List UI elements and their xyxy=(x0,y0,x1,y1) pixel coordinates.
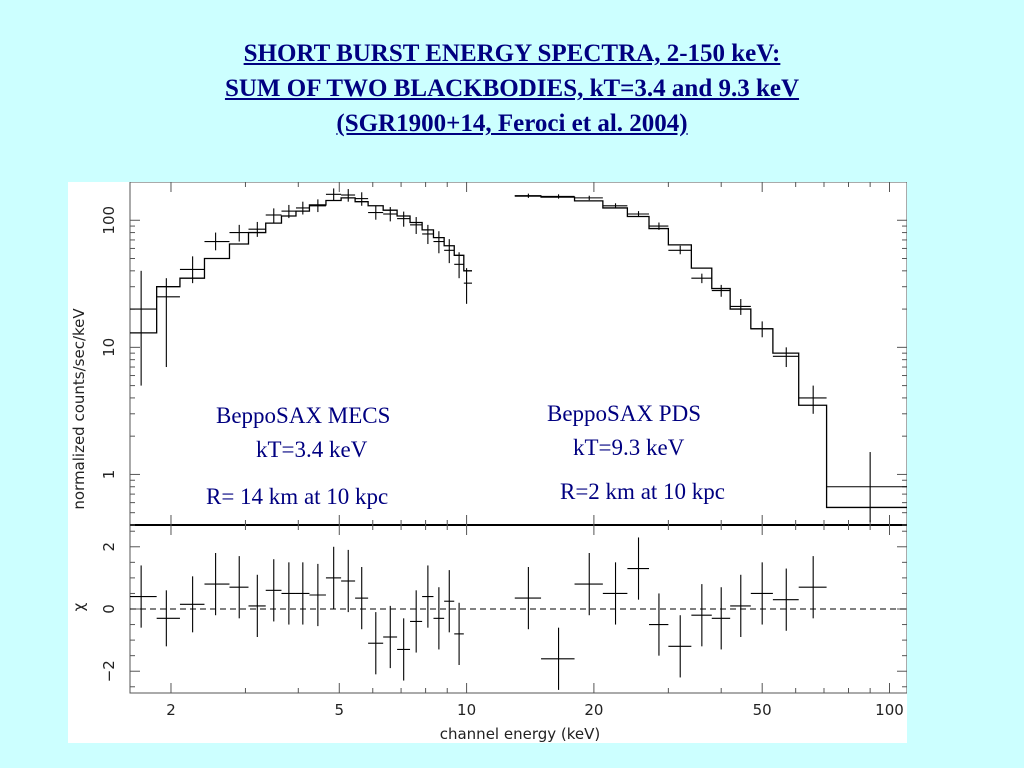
pds-instrument-label: BeppoSAX PDS xyxy=(547,401,702,426)
data-point xyxy=(574,195,603,201)
residual-point xyxy=(281,562,296,625)
residual-point xyxy=(309,563,326,627)
data-point xyxy=(627,211,650,218)
residual-point xyxy=(668,615,692,678)
mecs-radius-label: R= 14 km at 10 kpc xyxy=(206,484,389,509)
data-point xyxy=(341,189,356,202)
residual-point xyxy=(627,537,650,600)
data-point xyxy=(463,268,473,304)
y-tick-label-top: 1 xyxy=(100,470,118,480)
x-tick-label: 10 xyxy=(457,701,476,719)
residual-point xyxy=(649,593,669,656)
data-point xyxy=(668,245,692,255)
residual-point xyxy=(691,584,712,647)
residual-point xyxy=(410,590,423,653)
y-tick-label-bottom: 2 xyxy=(100,542,118,552)
data-point xyxy=(355,192,369,206)
y-tick-label-top: 10 xyxy=(100,338,118,357)
residual-point xyxy=(156,590,180,647)
x-tick-label: 5 xyxy=(335,701,345,719)
data-point xyxy=(649,222,669,230)
residual-point xyxy=(325,546,342,609)
data-point xyxy=(130,270,157,386)
data-point xyxy=(826,452,907,523)
data-point xyxy=(248,221,266,237)
data-point xyxy=(179,256,205,284)
y-tick-label-bottom: 0 xyxy=(100,604,118,614)
residual-point xyxy=(248,574,266,637)
data-point xyxy=(397,211,411,227)
residual-point xyxy=(433,587,445,650)
residual-point xyxy=(355,567,369,630)
residual-point xyxy=(179,576,205,633)
data-point xyxy=(730,299,751,315)
y-axis-label-bottom: χ xyxy=(70,602,88,611)
residual-point xyxy=(397,618,411,681)
residual-point xyxy=(750,562,773,625)
x-tick-label: 50 xyxy=(753,701,772,719)
model-step-curve xyxy=(130,195,907,509)
x-tick-label: 100 xyxy=(875,701,904,719)
data-point xyxy=(295,201,310,215)
residual-point xyxy=(730,574,751,637)
y-axis-label-top: normalized counts/sec/keV xyxy=(70,308,88,510)
data-point xyxy=(711,284,731,297)
y-tick-label-top: 100 xyxy=(100,206,118,235)
y-tick-label-bottom: −2 xyxy=(100,660,118,682)
residual-point xyxy=(295,562,310,625)
residual-point xyxy=(265,559,282,622)
residual-point xyxy=(422,565,434,628)
data-point xyxy=(204,232,230,251)
data-point xyxy=(772,347,799,368)
residual-point xyxy=(204,553,230,616)
residual-point xyxy=(130,565,157,628)
residual-point xyxy=(368,612,384,675)
x-axis-label: channel energy (keV) xyxy=(440,725,601,743)
residual-point xyxy=(514,567,542,630)
data-point xyxy=(368,205,384,220)
residual-point xyxy=(454,602,464,665)
plot-panel: 2 5 10 20 50 100 1 10 100 −2 0 2 normalized counts/… xyxy=(68,182,907,743)
data-point xyxy=(156,278,180,368)
pds-radius-label: R=2 km at 10 kpc xyxy=(560,479,726,504)
residual-point xyxy=(798,556,827,619)
mecs-instrument-label: BeppoSAX MECS xyxy=(216,403,391,428)
data-point xyxy=(281,204,296,219)
pds-temperature-label: kT=9.3 keV xyxy=(573,435,685,460)
data-point xyxy=(309,199,326,213)
residual-point xyxy=(341,549,356,613)
data-point xyxy=(514,193,542,198)
residual-point xyxy=(383,605,398,669)
title-line-1: SHORT BURST ENERGY SPECTRA, 2-150 keV: xyxy=(243,40,781,67)
residual-point xyxy=(772,568,799,631)
data-point xyxy=(422,224,434,245)
residual-point xyxy=(444,570,455,633)
data-point xyxy=(750,321,773,338)
data-point xyxy=(798,385,827,414)
data-point xyxy=(383,207,398,222)
x-tick-label: 20 xyxy=(584,701,603,719)
data-point xyxy=(265,208,282,223)
residual-point xyxy=(541,627,575,690)
data-point xyxy=(454,252,464,279)
data-point xyxy=(229,224,249,242)
residual-point xyxy=(711,587,731,650)
residual-point xyxy=(602,562,628,625)
data-point xyxy=(433,231,445,254)
residual-point xyxy=(574,553,603,616)
title-line-2: SUM OF TWO BLACKBODIES, kT=3.4 and 9.3 k… xyxy=(224,75,800,102)
data-point xyxy=(541,194,575,199)
data-point xyxy=(410,217,423,234)
spectrum-plot: 2 5 10 20 50 100 1 10 100 −2 0 2 normalized counts/… xyxy=(70,182,907,743)
data-point xyxy=(691,273,712,284)
x-tick-label: 2 xyxy=(166,701,176,719)
data-point xyxy=(444,239,455,264)
data-point xyxy=(325,188,342,201)
title-line-3: (SGR1900+14, Feroci et al. 2004) xyxy=(336,110,688,137)
data-point xyxy=(602,203,628,209)
residual-point xyxy=(229,556,249,619)
mecs-temperature-label: kT=3.4 keV xyxy=(256,437,368,462)
